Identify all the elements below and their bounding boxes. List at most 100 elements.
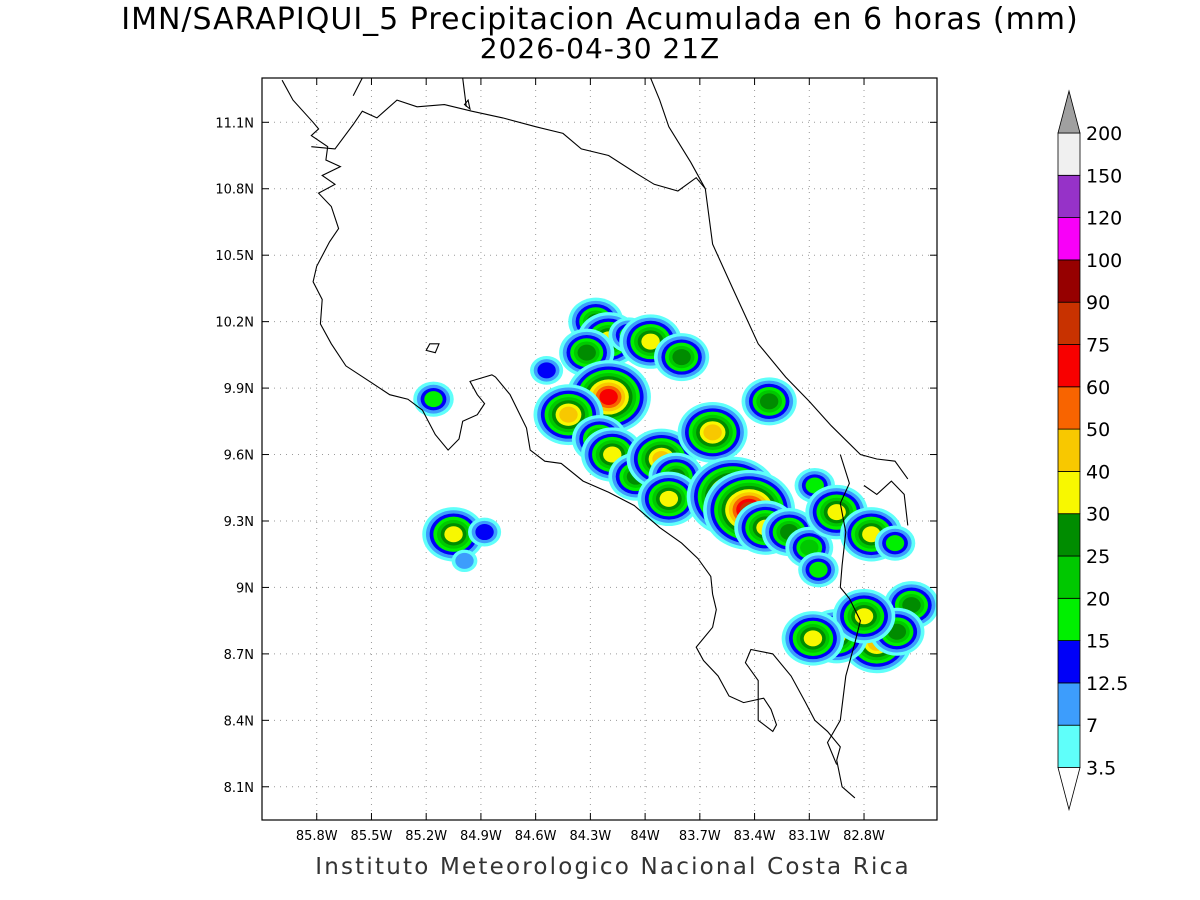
lon-axis-ticks: 85.8W 85.5W 85.2W 84.9W 84.6W 84.3W 84W 83.7W 83… [296, 78, 885, 844]
coastline [352, 78, 363, 96]
island-outline [425, 343, 440, 354]
island-outline [463, 98, 471, 111]
rain-contour-12.5 [475, 524, 494, 541]
lon-tick-label: 84.3W [569, 829, 611, 844]
rain-contour-25 [672, 349, 691, 366]
colorbar-box [1057, 555, 1081, 599]
lat-tick-label: 9.3N [224, 515, 254, 530]
rain-contour-7 [455, 552, 474, 569]
colorbar-label: 15 [1086, 631, 1110, 653]
rain-cell [468, 517, 502, 547]
colorbar-label: 100 [1086, 250, 1122, 272]
lat-tick-label: 10.5N [215, 249, 254, 264]
lat-tick-label: 8.7N [224, 648, 254, 663]
colorbar-label: 75 [1086, 335, 1110, 357]
rain-contour-30 [854, 608, 874, 625]
lat-tick-label: 9.6N [224, 449, 254, 464]
lon-tick-label: 83.7W [679, 829, 721, 844]
coastline [863, 480, 909, 526]
rain-contour-15 [424, 391, 443, 408]
colorbar-box [1057, 217, 1081, 261]
colorbar-label: 120 [1086, 208, 1122, 230]
rain-cell [422, 507, 485, 562]
rain-contour-40 [703, 424, 722, 441]
rain-contour-25 [759, 393, 779, 410]
rain-contour-12.5 [537, 362, 556, 379]
lat-tick-label: 11.1N [215, 116, 254, 131]
rain-cell [413, 381, 454, 417]
lon-tick-label: 85.5W [351, 829, 393, 844]
colorbar-box [1057, 174, 1081, 219]
rain-contour-30 [603, 446, 622, 463]
rain-cell [874, 525, 916, 561]
colorbar-label: 90 [1086, 292, 1110, 314]
colorbar-label: 50 [1086, 419, 1110, 441]
lon-tick-label: 83.1W [788, 829, 830, 844]
colorbar-label: 25 [1086, 546, 1110, 568]
lon-tick-label: 85.8W [296, 829, 338, 844]
coastlines [281, 78, 909, 799]
lat-tick-label: 8.4N [224, 714, 254, 729]
rain-cell [637, 471, 701, 527]
rain-cell [741, 377, 797, 426]
colorbar-box [1057, 259, 1081, 303]
coastline [281, 79, 856, 799]
colorbar-label: 20 [1086, 588, 1110, 610]
coastline [462, 78, 467, 107]
map-frame [261, 77, 938, 821]
rain-cell [451, 549, 478, 573]
rain-contour-30 [444, 526, 463, 543]
colorbar-box [1057, 513, 1081, 557]
lat-tick-label: 10.2N [215, 316, 254, 331]
lat-tick-label: 9N [236, 581, 254, 596]
colorbar-box [1057, 344, 1081, 388]
colorbar-label: 12.5 [1086, 673, 1128, 695]
rain-contour-30 [803, 630, 823, 647]
rain-cell [781, 611, 845, 666]
lat-tick-label: 9.9N [224, 382, 254, 397]
colorbar-box [1057, 386, 1081, 430]
coastline [826, 454, 861, 765]
rain-contour-25 [902, 597, 921, 614]
colorbar-label: 30 [1086, 504, 1110, 526]
rain-contour-30 [641, 333, 660, 350]
lon-tick-label: 84W [630, 829, 660, 844]
colorbar-box [1057, 470, 1081, 515]
colorbar-box [1057, 597, 1081, 641]
rain-contour-30 [659, 490, 679, 507]
rain-contour-15 [809, 561, 828, 578]
lon-tick-label: 84.9W [460, 829, 502, 844]
coastline [311, 99, 909, 480]
colorbar-upper-arrow [1057, 89, 1081, 134]
rain-contour-60 [599, 388, 618, 405]
coastline [650, 78, 706, 189]
lon-tick-label: 85.2W [405, 829, 447, 844]
rain-contour-25 [577, 344, 596, 361]
colorbar-label: 150 [1086, 165, 1122, 187]
colorbar-label: 7 [1086, 715, 1098, 737]
lon-tick-label: 84.6W [515, 829, 557, 844]
colorbar-box [1057, 132, 1081, 176]
rain-cell [798, 552, 839, 588]
colorbar-box [1057, 301, 1081, 345]
colorbar-box [1057, 682, 1081, 726]
map-title: IMN/SARAPIQUI_5 Precipitacion Acumulada … [121, 2, 1079, 37]
colorbar-lower-arrow [1057, 767, 1081, 812]
colorbar-box [1057, 428, 1081, 472]
lat-tick-label: 10.8N [215, 183, 254, 198]
colorbar-label: 3.5 [1086, 758, 1116, 780]
grid-lines [262, 78, 937, 820]
lon-tick-label: 82.8W [843, 829, 885, 844]
colorbar-box [1057, 640, 1081, 684]
rain-contour-15 [885, 535, 905, 552]
rain-cell [530, 355, 564, 385]
colorbar-box [1057, 724, 1081, 768]
map-subtitle-datetime: 2026-04-30 21Z [479, 32, 721, 65]
institution-footer: Instituto Meteorologico Nacional Costa R… [315, 854, 911, 880]
colorbar-label: 60 [1086, 377, 1110, 399]
rain-contour-40 [559, 406, 578, 423]
colorbar-label: 40 [1086, 461, 1110, 483]
rain-cell [677, 401, 748, 463]
colorbar-label: 200 [1086, 123, 1122, 145]
